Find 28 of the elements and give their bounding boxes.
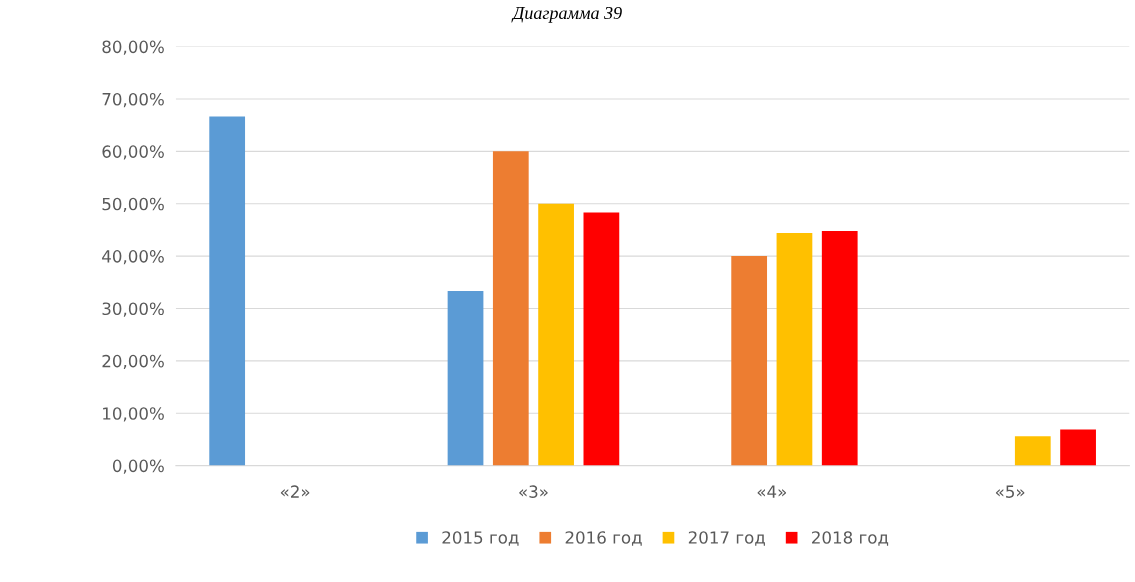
y-tick-label: 70,00% [102,92,164,108]
bar [731,256,768,466]
y-tick-label: 40,00% [102,250,164,265]
y-tick-label: 50,00% [102,197,164,212]
bar [447,291,484,466]
y-tick-label: 10,00% [103,407,164,422]
legend-label: 2015 год [442,531,519,546]
bar [492,151,529,466]
bar [776,233,813,466]
legend-label: 2018 год [812,531,889,546]
legend-label: 2017 год [688,531,765,546]
y-tick-label: 0,00% [112,459,164,474]
y-tick-label: 60,00% [102,145,164,160]
bar [821,230,858,466]
bar [538,203,574,466]
chart-title: Диаграмма 39 [511,6,622,23]
legend-label: 2016 год [565,531,642,546]
bar [1060,429,1096,466]
bar [583,212,620,466]
bar [1014,436,1051,466]
y-tick-label: 80,00% [102,40,164,55]
x-tick-label: «5» [995,485,1025,498]
y-tick-label: 30,00% [102,302,164,317]
y-tick-label: 20,00% [102,354,164,370]
x-tick-label: «2» [280,485,310,498]
bar [209,116,246,466]
x-tick-label: «3» [519,485,548,498]
x-tick-label: «4» [757,485,787,498]
